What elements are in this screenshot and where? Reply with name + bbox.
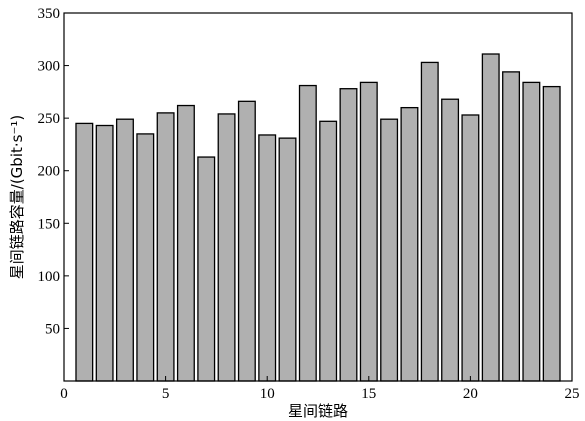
- plot-frame: [63, 12, 573, 382]
- y-tick-label: 100: [38, 269, 61, 285]
- x-tick-label: 25: [565, 386, 580, 402]
- x-ticks: 0 5 10 15 20 25: [60, 376, 580, 402]
- y-tick-label: 350: [38, 6, 61, 22]
- x-axis-label: 星间链路: [288, 402, 348, 420]
- bar: [359, 81, 378, 382]
- bar: [298, 84, 317, 382]
- bar: [420, 61, 439, 382]
- y-ticks: 50 100 150 200 250 300 350: [38, 6, 69, 337]
- bar: [339, 88, 358, 382]
- x-tick-label: 0: [60, 386, 68, 402]
- bar: [319, 120, 338, 382]
- bar: [542, 85, 561, 382]
- y-tick-label: 50: [45, 321, 60, 337]
- y-axis-label: 星间链路容量/(Gbit·s⁻¹): [8, 115, 26, 279]
- bar: [115, 118, 134, 382]
- bar: [461, 114, 480, 382]
- bar: [237, 100, 256, 382]
- bar: [481, 53, 500, 382]
- bar: [400, 106, 419, 382]
- y-tick-label: 250: [38, 111, 61, 127]
- bar: [217, 113, 236, 382]
- bar: [156, 112, 175, 382]
- y-tick-label: 200: [38, 164, 61, 180]
- bar: [278, 137, 297, 382]
- bar: [258, 134, 277, 382]
- bars-group: [75, 53, 561, 382]
- bar: [136, 133, 155, 382]
- x-tick-label: 20: [463, 386, 478, 402]
- bar: [176, 104, 195, 382]
- x-tick-label: 5: [162, 386, 170, 402]
- y-tick-label: 150: [38, 216, 61, 232]
- x-tick-label: 15: [361, 386, 376, 402]
- bar: [380, 118, 399, 382]
- bar: [197, 156, 216, 382]
- x-tick-label: 10: [260, 386, 275, 402]
- bar: [441, 98, 460, 382]
- bar: [502, 71, 521, 382]
- bar: [95, 124, 114, 382]
- y-tick-label: 300: [38, 59, 61, 75]
- bar: [75, 122, 94, 382]
- bar: [522, 81, 541, 382]
